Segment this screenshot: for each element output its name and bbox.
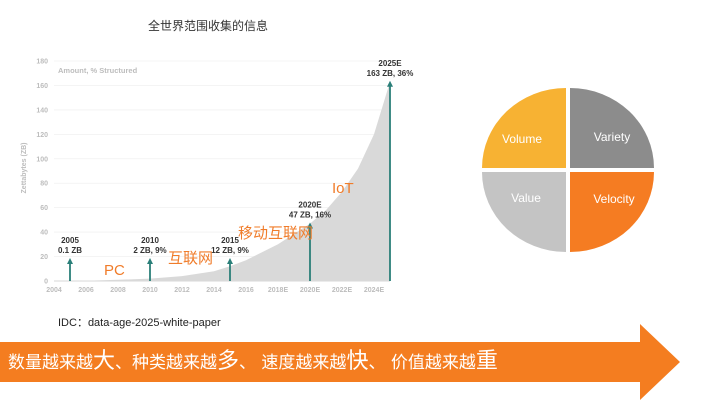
annotation-arrowhead [227, 258, 233, 264]
x-tick-label: 2012 [174, 287, 190, 294]
chart-title: 全世界范围收集的信息 [148, 18, 268, 33]
annotation-value: 2 ZB, 9% [133, 246, 166, 255]
y-tick-label: 40 [40, 230, 48, 237]
quadrant-label-velocity: Velocity [593, 192, 634, 206]
four-v-diagram: Volume Variety Value Velocity [482, 88, 654, 252]
y-tick-label: 180 [36, 59, 48, 66]
annotation-arrowhead [307, 222, 313, 229]
x-tick-label: 2008 [110, 287, 126, 294]
era-mobile-internet: 移动互联网 [238, 225, 313, 242]
banner-part-4: 、 价值越来越 [368, 353, 476, 373]
x-tick-label: 2016 [238, 287, 254, 294]
x-tick-label: 2006 [78, 287, 94, 294]
x-tick-label: 2022E [332, 287, 353, 294]
banner-part-2: 、种类越来越 [115, 353, 218, 373]
y-tick-label: 100 [36, 156, 48, 163]
banner-arrow [0, 324, 680, 400]
x-tick-label: 2020E [300, 287, 321, 294]
x-tick-label: 2010 [142, 287, 158, 294]
quadrant-variety [570, 88, 654, 168]
annotation-year: 2015 [221, 236, 239, 245]
y-tick-label: 140 [36, 107, 48, 114]
banner-part-1: 数量越来越 [8, 353, 93, 373]
y-tick-label: 0 [44, 279, 48, 286]
y-axis-label: Zettabytes (ZB) [21, 143, 28, 194]
source-citation: IDC：data-age-2025-white-paper [58, 317, 221, 329]
annotation-arrowhead [387, 80, 393, 87]
y-tick-label: 60 [40, 205, 48, 212]
banner-big-1: 大 [93, 349, 116, 374]
banner-big-2: 多 [217, 349, 240, 374]
banner-big-4: 重 [475, 349, 498, 374]
annotation-year: 2025E [378, 59, 402, 68]
annotation-value: 0.1 ZB [58, 246, 82, 255]
quadrant-value [482, 172, 566, 252]
x-tick-label: 2024E [364, 287, 385, 294]
annotation-arrowhead [147, 258, 153, 264]
x-tick-label: 2014 [206, 287, 222, 294]
x-tick-label: 2018E [268, 287, 289, 294]
quadrant-velocity [570, 172, 654, 252]
annotation-value: 47 ZB, 16% [289, 211, 331, 220]
annotation-arrowhead [67, 258, 73, 264]
arrow-shape [0, 324, 680, 400]
banner-big-3: 快 [346, 349, 369, 374]
x-tick-label: 2004 [46, 287, 62, 294]
annotation-year: 2005 [61, 236, 79, 245]
era-pc: PC [104, 262, 125, 279]
annotation-year: 2020E [298, 201, 322, 210]
banner-part-3: 、 速度越来越 [239, 353, 347, 373]
quadrant-volume [482, 88, 566, 168]
y-tick-label: 160 [36, 83, 48, 90]
y-axis-ticks: 0 20 40 60 80 100 120 140 160 180 [36, 59, 48, 286]
era-internet: 互联网 [168, 250, 213, 267]
chart-note: Amount, % Structured [58, 66, 138, 75]
quadrant-label-value: Value [511, 191, 541, 205]
x-axis-ticks: 2004 2006 2008 2010 2012 2014 2016 2018E 2020E 20… [46, 287, 384, 294]
growth-chart: 全世界范围收集的信息 0 20 40 60 80 100 120 140 160 180 2004… [21, 18, 413, 294]
quadrant-label-volume: Volume [502, 132, 542, 146]
y-tick-label: 20 [40, 254, 48, 261]
annotation-year: 2010 [141, 236, 159, 245]
annotation-value: 12 ZB, 9% [211, 246, 249, 255]
annotation-value: 163 ZB, 36% [367, 69, 414, 78]
y-tick-label: 80 [40, 181, 48, 188]
banner-text: 数量越来越大、种类越来越多、 速度越来越快、 价值越来越重 [8, 345, 498, 379]
era-iot: IoT [332, 180, 354, 197]
quadrant-label-variety: Variety [594, 130, 630, 144]
y-tick-label: 120 [36, 132, 48, 139]
